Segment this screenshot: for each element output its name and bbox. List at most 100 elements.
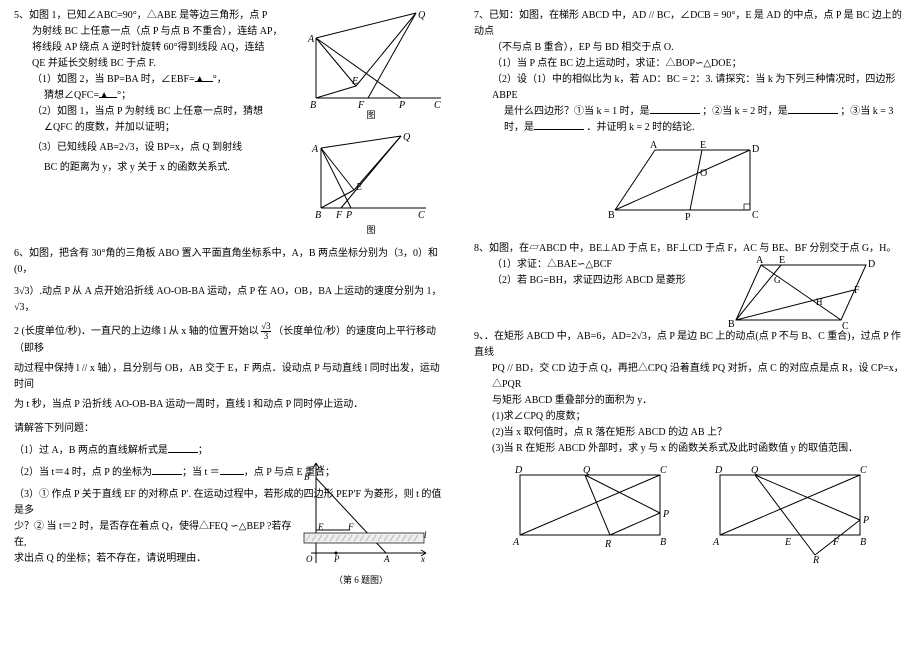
svg-text:Q: Q: [418, 10, 426, 21]
p7-s2f: ．并证明 k = 2 时的结论.: [587, 122, 695, 133]
p5-figure-2: A B F P E C Q 图: [306, 128, 436, 237]
problem-5: 5、如图 1，已知∠ABC=90°，△ABE 是等边三角形，点 P 为射线 BC…: [14, 8, 446, 176]
p5-s1: （1）如图 2，当 BP=BA 时，∠EBF=: [32, 74, 195, 85]
svg-text:O: O: [700, 168, 707, 179]
p5-s1d: °；: [117, 90, 131, 101]
svg-text:P: P: [662, 509, 669, 520]
svg-text:P: P: [333, 554, 340, 564]
svg-text:A: A: [311, 144, 319, 155]
svg-text:x: x: [420, 554, 425, 564]
right-column: 7、已知：如图，在梯形 ABCD 中，AD // BC，∠DCB = 90°，E…: [460, 0, 920, 650]
svg-text:E: E: [355, 182, 362, 193]
p5-s1c: 猜想∠QFC=: [44, 90, 99, 101]
blank: [788, 104, 838, 114]
p5-s2: （2）如图 1，当点 P 为射线 BC 上任意一点时，猜想: [14, 104, 284, 120]
problem-9: 9、．在矩形 ABCD 中，AB=6，AD=2√3，点 P 是边 BC 上的动点…: [474, 329, 906, 571]
p7-s2d: ；③当 k = 3: [840, 106, 893, 117]
p8-num: 8、: [474, 243, 489, 254]
p9-s1: (1)求∠CPQ 的度数；: [474, 409, 906, 425]
p7-l2: （不与点 B 重合），EP 与 BD 相交于点 O.: [474, 40, 906, 56]
p6-l2: 3√3）.动点 P 从 A 点开始沿折线 AO-OB-BA 运动，点 P 在 A…: [14, 284, 446, 316]
blank: [220, 465, 244, 475]
problem-7: 7、已知：如图，在梯形 ABCD 中，AD // BC，∠DCB = 90°，E…: [474, 8, 906, 231]
svg-text:C: C: [752, 210, 759, 221]
p9-s3: (3)当 R 在矩形 ABCD 外部时，求 y 与 x 的函数关系式及此时函数值…: [474, 441, 906, 457]
p6-q1: （1）过 A，B 两点的直线解析式是: [14, 445, 168, 456]
blank: [152, 465, 182, 475]
p5-fig2-caption: 图: [306, 223, 436, 237]
p6-l3a: 2 (长度单位/秒)．一直尺的上边缘 l 从 x 轴的位置开始以: [14, 326, 259, 337]
svg-text:R: R: [604, 539, 611, 550]
p7-s2: （2）设（1）中的相似比为 k，若 AD：BC = 2：3. 请探究：当 k 为…: [474, 72, 906, 104]
svg-text:A: A: [307, 34, 315, 45]
svg-text:D: D: [514, 465, 523, 476]
p6-l1: 如图，把含有 30°角的三角板 ABO 置入平面直角坐标系中，A，B 两点坐标分…: [14, 248, 438, 275]
p5-l1: 如图 1，已知∠ABC=90°，△ABE 是等边三角形，点 P: [29, 10, 267, 21]
svg-text:Q: Q: [403, 132, 411, 143]
blank: ▲: [195, 72, 213, 82]
p9-l1: ．在矩形 ABCD 中，AB=6，AD=2√3，点 P 是边 BC 上的动点(点…: [474, 331, 901, 358]
svg-text:E: E: [700, 140, 706, 151]
svg-text:C: C: [660, 465, 667, 476]
svg-text:F: F: [854, 285, 860, 296]
p5-fig1-caption: 图: [296, 108, 446, 122]
svg-text:P: P: [345, 210, 352, 221]
p6-q2: （2）当 t＝4 时，点 P 的坐标为: [14, 467, 152, 478]
svg-text:H: H: [816, 297, 823, 307]
p7-s2e: 时，是: [504, 122, 534, 133]
svg-text:F: F: [832, 537, 840, 548]
svg-text:G: G: [774, 275, 781, 285]
blank: [650, 104, 700, 114]
svg-text:F: F: [347, 522, 354, 532]
p8-l1: 如图，在▱ABCD 中，BE⊥AD 于点 E，BF⊥CD 于点 F，AC 与 B…: [489, 243, 896, 254]
svg-text:Q: Q: [751, 465, 759, 476]
svg-text:R: R: [812, 555, 819, 565]
p6-l4: 动过程中保持 l // x 轴），且分别与 OB，AB 交于 E，F 两点．设动…: [14, 361, 446, 393]
svg-text:C: C: [434, 100, 441, 108]
p6-figure: O P A B E F x y l （第 6 题图）: [286, 458, 436, 587]
p6-q1b: ；: [198, 445, 208, 456]
p5-figure-1: A B F E P C Q 图: [296, 8, 446, 122]
svg-text:P: P: [862, 515, 869, 526]
svg-text:A: A: [383, 554, 390, 564]
left-column: 5、如图 1，已知∠ABC=90°，△ABE 是等边三角形，点 P 为射线 BC…: [0, 0, 460, 650]
problem-8: 8、如图，在▱ABCD 中，BE⊥AD 于点 E，BF⊥CD 于点 F，AC 与…: [474, 241, 906, 289]
p5-s2b: ∠QFC 的度数，并加以证明；: [14, 120, 284, 136]
svg-text:E: E: [351, 76, 358, 87]
svg-text:E: E: [779, 255, 785, 266]
p9-figure-2: D Q C A B P E F R: [705, 465, 875, 571]
p7-s1: （1）当 P 点在 BC 边上运动时，求证：△BOP∽△DOE；: [474, 56, 906, 72]
svg-text:E: E: [784, 537, 791, 548]
frac-den: 3: [261, 332, 270, 341]
p6-fig-caption: （第 6 题图）: [286, 573, 436, 587]
svg-text:y: y: [319, 462, 324, 472]
svg-text:l: l: [424, 530, 427, 540]
blank: [534, 120, 584, 130]
svg-text:B: B: [860, 537, 866, 548]
svg-text:B: B: [310, 100, 316, 108]
p5-s3b: BC 的距离为 y，求 y 关于 x 的函数关系式.: [14, 160, 284, 176]
svg-text:A: A: [650, 140, 658, 151]
p5-s1b: °，: [213, 74, 227, 85]
svg-text:Q: Q: [583, 465, 591, 476]
p7-s2c: ；②当 k = 2 时，是: [702, 106, 788, 117]
svg-text:D: D: [868, 259, 875, 270]
p6-num: 6、: [14, 248, 29, 259]
svg-text:C: C: [860, 465, 867, 476]
svg-text:F: F: [335, 210, 343, 221]
blank: ▲: [99, 88, 117, 98]
p5-l4: QE 并延长交射线 BC 于点 F.: [14, 56, 284, 72]
p9-l3: 与矩形 ABCD 重叠部分的面积为 y．: [474, 393, 906, 409]
p9-l2: PQ // BD，交 CD 边于点 Q，再把△CPQ 沿着直线 PQ 对折，点 …: [474, 361, 906, 393]
p8-figure: A E D B C F G H: [726, 255, 886, 335]
svg-text:P: P: [685, 212, 691, 223]
p5-s3a: （3）已知线段 AB=2√3，设 BP=x，点 Q 到射线: [14, 140, 284, 156]
p7-s2b: 是什么四边形？①当 k = 1 时，是: [504, 106, 650, 117]
p6-l5: 为 t 秒，当点 P 沿折线 AO-OB-BA 运动一周时，直线 l 和动点 P…: [14, 397, 446, 413]
p5-num: 5、: [14, 10, 29, 21]
blank: [168, 443, 198, 453]
svg-text:A: A: [512, 537, 520, 548]
svg-text:P: P: [398, 100, 405, 108]
p5-l3: 将线段 AP 绕点 A 逆时针旋转 60°得到线段 AQ，连结: [14, 40, 284, 56]
svg-text:B: B: [304, 472, 310, 482]
